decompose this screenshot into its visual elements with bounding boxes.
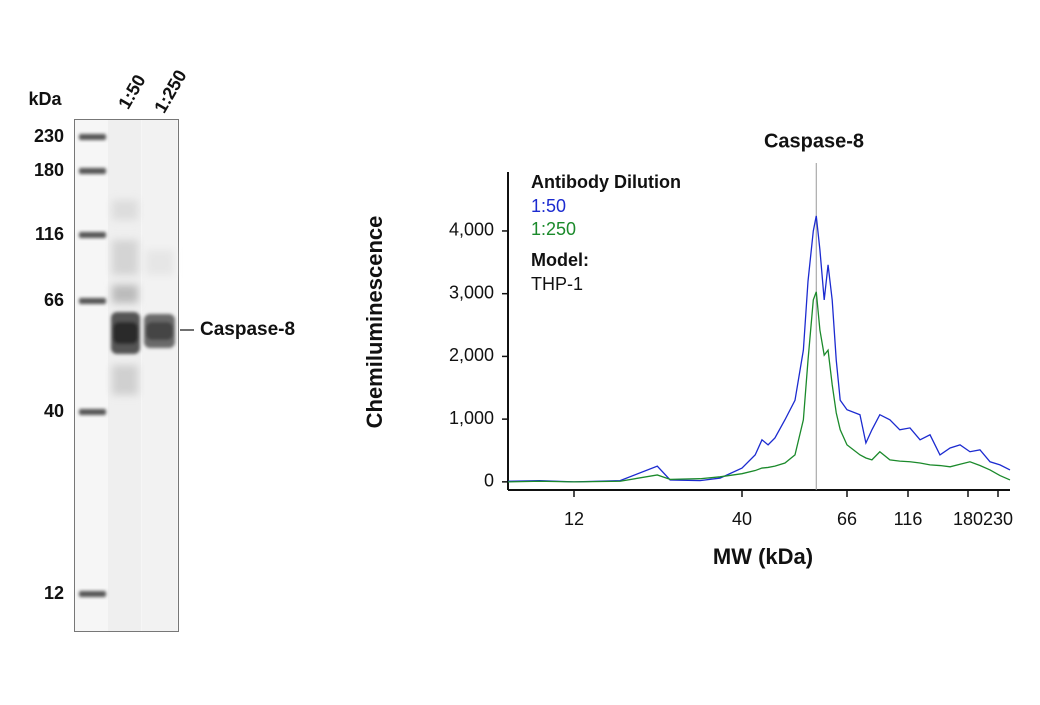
marker-label: 116: [35, 224, 64, 244]
ladder-band: [79, 168, 106, 174]
ladder-band: [79, 232, 106, 238]
x-tick-label: 230: [983, 509, 1013, 529]
lane-1-smear: [112, 200, 174, 395]
x-tick-label: 40: [732, 509, 752, 529]
x-tick-label: 180: [953, 509, 983, 529]
ladder-band: [79, 134, 106, 140]
x-tick-label: 66: [837, 509, 857, 529]
legend-title: Antibody Dilution: [531, 172, 681, 192]
lane: [142, 120, 177, 631]
marker-label: 230: [34, 126, 64, 146]
lane-label: 1:50: [114, 71, 149, 112]
legend-entry: 1:50: [531, 196, 566, 216]
model-label: Model:: [531, 250, 589, 270]
legend-entry: 1:250: [531, 219, 576, 239]
y-tick-label: 3,000: [449, 282, 494, 302]
y-tick-label: 1,000: [449, 408, 494, 428]
marker-label: 12: [44, 583, 64, 603]
unit-label: kDa: [28, 89, 62, 109]
bands: [111, 312, 175, 354]
band-label: Caspase-8: [200, 319, 295, 340]
y-tick-label: 0: [484, 471, 494, 491]
marker-label: 66: [44, 290, 64, 310]
marker-label: 180: [34, 160, 64, 180]
ladder-band: [79, 591, 106, 597]
ladder-band: [79, 298, 106, 304]
x-tick-label: 12: [564, 509, 584, 529]
ladder-band: [79, 409, 106, 415]
marker-label: 40: [44, 401, 64, 421]
x-tick-label: 116: [894, 509, 923, 529]
lane-label: 1:250: [150, 66, 190, 116]
y-tick-label: 2,000: [449, 345, 494, 365]
x-axis-label: MW (kDa): [713, 544, 813, 569]
series-line: [507, 291, 1011, 483]
y-axis-label: Chemiluminescence: [362, 216, 387, 429]
y-tick-label: 4,000: [449, 220, 494, 240]
peak-annotation: Caspase-8: [764, 130, 864, 152]
model: THP-1: [531, 274, 583, 294]
series-line: [507, 215, 1011, 483]
